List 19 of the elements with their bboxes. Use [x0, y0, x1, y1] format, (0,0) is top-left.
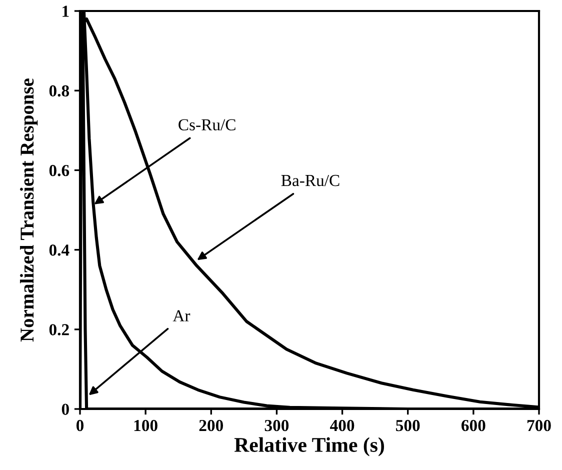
y-tick-label: 0.4	[49, 244, 70, 256]
y-tick-label: 0.6	[49, 164, 70, 176]
x-tick-label: 300	[264, 420, 289, 432]
y-tick-label: 1	[62, 6, 69, 17]
annotation: Cs-Ru/C	[178, 119, 236, 130]
x-tick-label: 200	[199, 420, 224, 432]
x-tick-label: 0	[76, 420, 84, 432]
x-tick-label: 100	[134, 420, 158, 432]
x-tick-label: 500	[396, 420, 420, 432]
y-tick-label: 0.2	[49, 324, 69, 336]
y-axis-title: Normalized Transient Response	[20, 78, 38, 342]
x-tick-label: 400	[330, 420, 354, 432]
y-tick-label: 0	[62, 404, 69, 415]
x-tick-label: 600	[462, 420, 486, 432]
annotation: Ba-Ru/C	[281, 174, 340, 186]
x-tick-label: 700	[527, 420, 551, 432]
y-tick-label: 0.8	[49, 85, 70, 97]
annotation: Ar	[172, 310, 190, 322]
x-axis-title: Relative Time (s)	[234, 437, 384, 456]
